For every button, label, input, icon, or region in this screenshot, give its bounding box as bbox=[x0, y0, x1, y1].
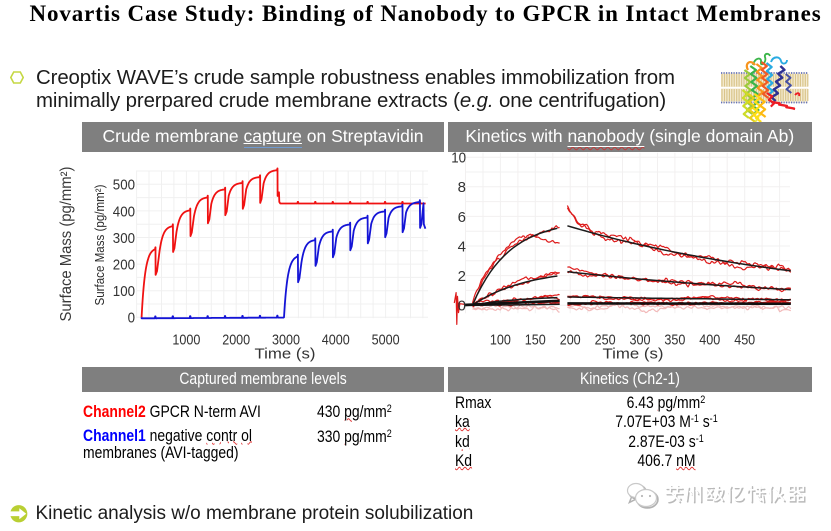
svg-text:100: 100 bbox=[113, 283, 135, 300]
svg-text:5000: 5000 bbox=[372, 332, 400, 349]
svg-text:2: 2 bbox=[458, 268, 466, 285]
svg-text:400: 400 bbox=[699, 332, 720, 349]
svg-text:0: 0 bbox=[458, 298, 466, 315]
svg-text:Time (s): Time (s) bbox=[255, 346, 316, 363]
svg-text:6: 6 bbox=[458, 209, 466, 226]
svg-text:4: 4 bbox=[458, 238, 466, 255]
svg-text:Time (s): Time (s) bbox=[603, 346, 664, 363]
svg-text:Surface Mass (pg/mm²): Surface Mass (pg/mm²) bbox=[93, 185, 107, 306]
svg-text:8: 8 bbox=[458, 179, 466, 196]
svg-text:450: 450 bbox=[734, 332, 755, 349]
svg-text:150: 150 bbox=[525, 332, 546, 349]
svg-text:Surface Mass (pg/mm²): Surface Mass (pg/mm²) bbox=[58, 167, 75, 322]
svg-text:200: 200 bbox=[113, 257, 135, 274]
svg-text:200: 200 bbox=[560, 332, 581, 349]
svg-text:1000: 1000 bbox=[172, 332, 200, 349]
svg-text:3000: 3000 bbox=[272, 332, 300, 349]
svg-text:300: 300 bbox=[113, 230, 135, 247]
svg-text:250: 250 bbox=[595, 332, 616, 349]
svg-text:0: 0 bbox=[128, 310, 135, 327]
svg-text:500: 500 bbox=[113, 177, 135, 194]
svg-text:100: 100 bbox=[490, 332, 511, 349]
svg-text:300: 300 bbox=[630, 332, 651, 349]
svg-text:400: 400 bbox=[113, 203, 135, 220]
svg-text:10: 10 bbox=[451, 150, 466, 167]
svg-text:350: 350 bbox=[664, 332, 685, 349]
svg-text:2000: 2000 bbox=[222, 332, 250, 349]
svg-text:4000: 4000 bbox=[322, 332, 350, 349]
